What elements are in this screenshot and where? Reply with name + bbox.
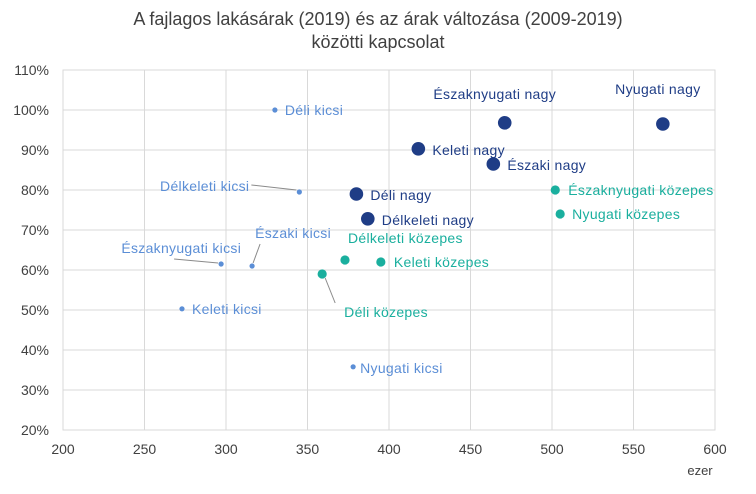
data-point-kicsi <box>249 263 255 269</box>
data-point-nagy <box>486 157 501 171</box>
data-points <box>179 107 670 370</box>
data-label: Keleti kicsi <box>192 301 262 317</box>
y-tick-label: 70% <box>21 222 49 238</box>
data-label: Nyugati nagy <box>615 81 700 97</box>
data-point-nagy <box>497 116 512 130</box>
data-label: Északnyugati közepes <box>568 182 713 198</box>
y-tick-label: 110% <box>14 62 49 78</box>
data-point-nagy <box>361 212 375 226</box>
data-label: Keleti közepes <box>394 254 489 270</box>
x-tick-label: 200 <box>51 441 75 457</box>
x-tick-label: 300 <box>214 441 238 457</box>
leader-line <box>251 184 297 191</box>
data-point-kicsi <box>272 107 278 113</box>
leader-line <box>252 243 261 264</box>
data-point-kicsi <box>350 364 356 370</box>
data-point-nagy <box>656 117 670 131</box>
data-label: Északnyugati nagy <box>433 86 556 102</box>
data-point-kozepes <box>555 209 565 219</box>
x-tick-label: 450 <box>459 441 483 457</box>
data-label: Déli nagy <box>370 187 431 203</box>
leader-lines <box>174 184 336 304</box>
x-tick-label: 500 <box>540 441 564 457</box>
y-tick-label: 100% <box>13 102 49 118</box>
data-point-kozepes <box>376 257 386 267</box>
data-label: Déli kicsi <box>285 102 343 118</box>
data-point-nagy <box>411 142 426 156</box>
data-point-kozepes <box>340 255 350 265</box>
x-tick-label: 400 <box>377 441 401 457</box>
data-point-kicsi <box>218 261 224 267</box>
y-tick-label: 40% <box>21 342 49 358</box>
y-tick-label: 80% <box>21 182 49 198</box>
x-axis-unit: ezer <box>687 463 713 478</box>
data-label: Északi kicsi <box>255 225 331 241</box>
data-point-kozepes <box>317 269 327 279</box>
data-label: Északi nagy <box>507 157 586 173</box>
grid <box>62 69 716 431</box>
x-tick-label: 250 <box>133 441 157 457</box>
y-tick-label: 30% <box>21 382 49 398</box>
data-point-kicsi <box>296 189 302 195</box>
y-tick-label: 20% <box>21 422 49 438</box>
data-point-kozepes <box>550 185 560 195</box>
data-point-nagy <box>349 187 364 201</box>
x-tick-label: 600 <box>703 441 727 457</box>
y-tick-label: 60% <box>21 262 49 278</box>
data-point-kicsi <box>179 306 185 312</box>
data-label: Nyugati kicsi <box>360 360 442 376</box>
x-tick-label: 350 <box>296 441 320 457</box>
x-tick-label: 550 <box>622 441 646 457</box>
chart-title-line-1: A fajlagos lakásárak (2019) és az árak v… <box>133 9 622 29</box>
leader-line <box>174 258 219 264</box>
data-label: Déli közepes <box>344 304 428 320</box>
y-tick-label: 50% <box>21 302 49 318</box>
data-label: Délkeleti nagy <box>382 212 474 228</box>
data-label: Délkeleti közepes <box>348 230 463 246</box>
chart-title-line-2: közötti kapcsolat <box>311 32 444 52</box>
data-label: Keleti nagy <box>432 142 505 158</box>
data-label: Északnyugati kicsi <box>121 240 241 256</box>
data-label: Nyugati közepes <box>572 206 680 222</box>
leader-line <box>324 277 336 304</box>
axis-ticks: 200 250 300 350 400 450 500 550 600 20% 30% 40% 50% 6… <box>13 62 727 457</box>
data-labels: Déli kicsi Délkeleti kicsi Északi kicsi Ész… <box>121 81 713 376</box>
plot-border <box>62 69 716 431</box>
y-tick-label: 90% <box>21 142 49 158</box>
data-label: Délkeleti kicsi <box>160 178 249 194</box>
